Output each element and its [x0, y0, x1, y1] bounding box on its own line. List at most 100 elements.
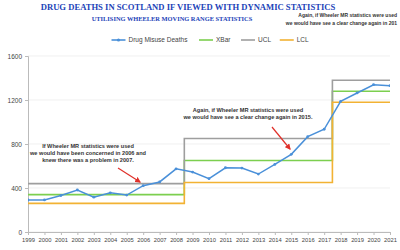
annotation-text: we would have see a clear change again i…	[285, 20, 397, 26]
x-tick: 1999	[22, 232, 35, 243]
y-axis: 0 400 800 1200 1600	[8, 53, 29, 236]
x-tick: 2001	[55, 232, 68, 243]
x-tick-mark	[225, 232, 226, 235]
x-tick-mark	[160, 232, 161, 235]
x-tick-mark	[44, 232, 45, 235]
series-marker	[257, 173, 260, 176]
legend-label: Drug Misuse Deaths	[129, 36, 189, 44]
series-marker	[389, 84, 390, 87]
x-tick: 2014	[269, 232, 283, 243]
x-tick-label: 2002	[71, 237, 84, 243]
x-tick: 2008	[170, 232, 183, 243]
annotation: Again, if Wheeler MR statistics were use…	[285, 12, 397, 26]
series-line	[28, 80, 390, 183]
x-tick-label: 2011	[220, 237, 232, 243]
y-tick-label: 0	[18, 229, 22, 236]
x-tick-mark	[143, 232, 144, 235]
series-marker	[158, 181, 161, 184]
x-axis: 1999 200020012002 2003200420052006 20072008…	[22, 232, 397, 243]
x-tick-label: 2001	[55, 237, 68, 243]
grid-line	[28, 188, 390, 189]
x-tick-label: 2004	[104, 237, 118, 243]
y-tick: 1600	[8, 53, 28, 60]
subtitle: UTILISING WHEELER MOVING RANGE STATISTIC…	[92, 15, 253, 22]
series-marker	[175, 167, 178, 170]
y-tick-label: 400	[11, 185, 22, 192]
x-tick: 2018	[335, 232, 348, 243]
x-tick: 2004	[104, 232, 118, 243]
y-tick: 1200	[8, 97, 28, 104]
x-tick-mark	[357, 232, 358, 235]
series-marker	[224, 166, 227, 169]
x-tick-label: 2006	[137, 237, 150, 243]
x-tick-mark	[110, 232, 111, 235]
x-tick: 2007	[154, 232, 167, 243]
x-tick: 2002	[71, 232, 84, 243]
y-tick: 0	[18, 229, 28, 236]
series-marker	[323, 128, 326, 131]
annotation-text: we would have been concerned in 2006 and	[29, 150, 147, 156]
x-tick-mark	[308, 232, 309, 235]
annotation-arrow	[118, 168, 140, 182]
legend: Drug Misuse DeathsXBarUCLLCL	[112, 36, 310, 44]
legend-item: XBar	[199, 36, 231, 43]
x-tick-label: 2008	[170, 237, 183, 243]
annotation-text: If Wheeler MR statistics were used	[42, 143, 134, 149]
y-tick: 400	[11, 185, 28, 192]
x-tick-label: 2003	[88, 237, 101, 243]
series-marker	[356, 92, 359, 95]
x-tick-mark	[242, 232, 243, 235]
x-tick: 2015	[285, 232, 298, 243]
x-tick-label: 1999	[22, 237, 35, 243]
x-tick-label: 2007	[154, 237, 167, 243]
x-tick: 2010	[203, 232, 216, 243]
x-tick-label: 2015	[285, 237, 298, 243]
x-tick-mark	[176, 232, 177, 235]
x-tick: 2016	[302, 232, 315, 243]
y-tick-mark	[25, 100, 28, 101]
x-tick-mark	[127, 232, 128, 235]
series-marker	[92, 196, 95, 199]
legend-label: XBar	[216, 36, 231, 43]
x-tick: 2006	[137, 232, 150, 243]
x-tick-label: 2005	[121, 237, 134, 243]
x-tick: 2005	[121, 232, 134, 243]
series-marker	[43, 198, 46, 201]
legend-label: LCL	[297, 36, 309, 43]
grid-line	[28, 100, 390, 101]
x-tick-mark	[94, 232, 95, 235]
x-tick-mark	[209, 232, 210, 235]
series-line	[28, 102, 390, 203]
x-tick: 2000	[39, 232, 52, 243]
y-tick-mark	[25, 56, 28, 57]
x-tick-label: 2013	[252, 237, 265, 243]
y-tick: 800	[11, 141, 28, 148]
y-axis-line	[25, 57, 29, 233]
chart: DRUG DEATHS IN SCOTLAND IF VIEWED WITH D…	[0, 0, 400, 250]
x-tick-mark	[341, 232, 342, 235]
legend-swatch	[199, 39, 213, 41]
annotation-text: Again, if Wheeler MR statistics were use…	[193, 107, 304, 113]
x-tick-label: 2014	[269, 237, 283, 243]
x-tick-label: 2017	[318, 237, 331, 243]
series-marker	[208, 177, 211, 180]
x-tick-mark	[275, 232, 276, 235]
title: DRUG DEATHS IN SCOTLAND IF VIEWED WITH D…	[41, 2, 336, 12]
x-tick-mark	[258, 232, 259, 235]
x-tick: 2003	[88, 232, 101, 243]
x-tick: 2019	[351, 232, 364, 243]
y-tick-mark	[25, 144, 28, 145]
x-tick-label: 2019	[351, 237, 364, 243]
x-tick-mark	[61, 232, 62, 235]
x-tick-mark	[324, 232, 325, 235]
series-marker	[142, 184, 145, 187]
x-tick-mark	[28, 232, 29, 235]
annotation-text: we would have see a clear change again i…	[182, 114, 312, 120]
legend-swatch	[241, 39, 255, 41]
series-marker	[191, 171, 194, 174]
x-tick-mark	[390, 232, 391, 235]
grid	[28, 56, 390, 232]
series-marker	[125, 194, 128, 197]
x-tick: 2021	[384, 232, 397, 243]
x-tick-mark	[291, 232, 292, 235]
